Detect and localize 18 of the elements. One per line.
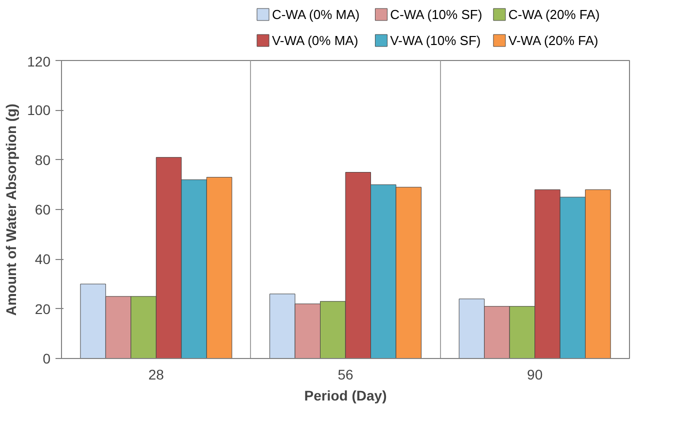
- y-tick-label: 60: [34, 202, 51, 218]
- legend-label: C-WA (10% SF): [390, 7, 482, 22]
- legend-label: V-WA (0% MA): [272, 33, 358, 48]
- y-tick-label: 80: [34, 152, 51, 168]
- x-tick-label: 56: [338, 366, 354, 382]
- x-axis-title: Period (Day): [304, 388, 387, 404]
- y-tick-label: 40: [34, 251, 51, 268]
- y-tick-label: 0: [42, 350, 51, 366]
- y-axis-title: Amount of Water Absorption (g): [3, 104, 20, 316]
- legend-label: V-WA (10% SF): [390, 33, 481, 48]
- x-tick-label: 28: [148, 366, 164, 382]
- y-tick-label: 100: [27, 102, 51, 118]
- x-tick-label: 90: [527, 366, 543, 382]
- legend-label: C-WA (20% FA): [508, 7, 600, 22]
- legend-label: V-WA (20% FA): [508, 33, 598, 48]
- y-tick-label: 120: [27, 54, 51, 70]
- legend-label: C-WA (0% MA): [272, 7, 360, 22]
- y-tick-label: 20: [34, 300, 51, 317]
